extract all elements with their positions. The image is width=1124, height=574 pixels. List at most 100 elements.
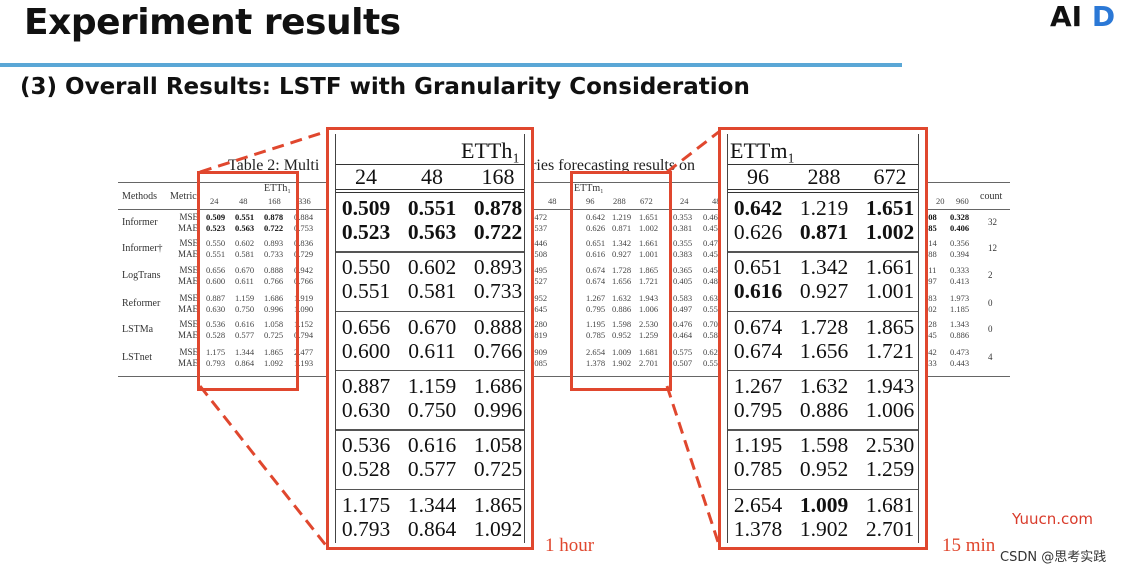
- table-cell: 945: [924, 330, 937, 340]
- table-cell: 0.353: [673, 212, 693, 222]
- zoom-header-divider: [336, 189, 524, 190]
- count-value: 2: [988, 270, 993, 280]
- metric-label: MSE: [179, 265, 198, 275]
- zoom-value-mse: 0.550: [341, 255, 391, 280]
- table-cell: 311: [924, 265, 937, 275]
- zoom-value-mae: 0.616: [733, 279, 783, 304]
- highlight-ettm1: [570, 171, 672, 391]
- table-cell: 1.175: [206, 347, 226, 357]
- zoom-value-mse: 1.865: [473, 492, 523, 517]
- zoom-value-mse: 1.632: [799, 373, 849, 398]
- zoom-value-mae: 0.523: [341, 220, 391, 244]
- horizon-header: 288: [613, 196, 626, 206]
- table-cell: 0.476: [673, 319, 693, 329]
- method-name: Reformer: [122, 298, 161, 309]
- zoom-value-mae: 1.902: [799, 516, 849, 541]
- table-cell: 0.47: [703, 238, 718, 248]
- metric-label: MAE: [178, 249, 198, 259]
- zoom-column-header: 168: [481, 164, 515, 189]
- table-cell: 0.750: [235, 304, 255, 314]
- slide-title: Experiment results: [24, 2, 401, 43]
- table-cell: 1.973: [950, 293, 970, 303]
- zoom-value-mae: 0.563: [407, 220, 457, 244]
- zoom-value-mse: 0.616: [407, 433, 457, 458]
- table-cell: 1.006: [639, 304, 659, 314]
- zoom-header-divider: [336, 164, 524, 165]
- table-cell: 0.58: [703, 330, 718, 340]
- zoom-value-mae: 1.721: [865, 338, 915, 363]
- table-cell: 1.092: [264, 358, 284, 368]
- horizon-header: 336: [298, 196, 311, 206]
- metric-label: MSE: [179, 347, 198, 357]
- table-cell: 1.686: [264, 293, 284, 303]
- zoom-value-mae: 0.630: [341, 397, 391, 422]
- metric-label: MAE: [178, 223, 198, 233]
- zoom-group-divider: [336, 429, 524, 431]
- zoom-value-mae: 0.600: [341, 338, 391, 363]
- zoom-value-mae: 0.528: [341, 457, 391, 482]
- table-cell: 0.55: [703, 358, 718, 368]
- zoom-value-mae: 1.259: [865, 457, 915, 482]
- table-cell: 0.45: [703, 265, 718, 275]
- zoom-value-mse: 0.551: [407, 196, 457, 220]
- table-cell: 442: [924, 347, 937, 357]
- horizon-header: 48: [548, 196, 557, 206]
- table-cell: 1.865: [639, 265, 659, 275]
- table-rule-bottom: [118, 376, 1010, 377]
- table-cell: 0.733: [264, 249, 284, 259]
- table-cell: 433: [924, 358, 937, 368]
- zoom-value-mse: 0.878: [473, 196, 523, 220]
- zoom-value-mae: 1.002: [865, 220, 915, 244]
- horizon-header: 24: [680, 196, 689, 206]
- zoom-value-mse: 1.009: [799, 492, 849, 517]
- table-cell: 2.701: [639, 358, 659, 368]
- metric-label: MAE: [178, 276, 198, 286]
- zoom-value-mae: 0.795: [733, 397, 783, 422]
- zoom-header-divider: [728, 189, 918, 190]
- table-cell: 1.219: [612, 212, 632, 222]
- table-cell: 0.888: [264, 265, 284, 275]
- table-cell: 1.267: [586, 293, 606, 303]
- table-cell: 1.259: [639, 330, 659, 340]
- zoom-value-mae: 0.577: [407, 457, 457, 482]
- metric-label: MSE: [179, 238, 198, 248]
- zoom-value-mse: 0.642: [733, 196, 783, 220]
- table-cell: 0.645: [528, 304, 548, 314]
- zoom-value-mse: 0.656: [341, 314, 391, 339]
- zoom-value-mse: 1.344: [407, 492, 457, 517]
- zoom-group-divider: [336, 488, 524, 490]
- table-cell: 0.611: [235, 276, 254, 286]
- table-cell: 0.333: [950, 265, 970, 275]
- table-cell: 0.508: [528, 249, 548, 259]
- table-cell: 0.355: [673, 238, 693, 248]
- table-cell: 0.528: [206, 330, 226, 340]
- table-cell: 1.909: [528, 347, 548, 357]
- horizon-header: 20: [936, 196, 945, 206]
- zoom-group-divider: [336, 251, 524, 253]
- method-name: LSTnet: [122, 352, 152, 363]
- table-cell: 0.536: [206, 319, 226, 329]
- table-cell: 308: [924, 212, 937, 222]
- zoom-value-mse: 1.159: [407, 373, 457, 398]
- zoom-header-divider: [728, 164, 918, 165]
- metric-label: MSE: [179, 293, 198, 303]
- slide-subtitle: (3) Overall Results: LSTF with Granulari…: [20, 74, 750, 100]
- table-cell: 1.159: [235, 293, 255, 303]
- watermark-csdn: CSDN @思考实践: [1000, 550, 1107, 565]
- table-cell: 0.48: [703, 276, 718, 286]
- table-cell: 0.551: [206, 249, 226, 259]
- table-cell: 0.443: [950, 358, 970, 368]
- table-cell: 0.381: [673, 223, 693, 233]
- method-name: LSTMa: [122, 324, 154, 335]
- table-cell: 0.583: [673, 293, 693, 303]
- table-cell: 0.996: [264, 304, 284, 314]
- zoom-value-mae: 0.996: [473, 397, 523, 422]
- count-value: 0: [988, 324, 993, 334]
- table-cell: 0.886: [950, 330, 970, 340]
- zoom-value-mae: 0.864: [407, 516, 457, 541]
- table-cell: 0.878: [264, 212, 284, 222]
- table-cell: 1.185: [950, 304, 970, 314]
- zoom-group-divider: [728, 488, 918, 490]
- table-cell: 0.527: [528, 276, 548, 286]
- header-methods: Methods: [122, 191, 157, 202]
